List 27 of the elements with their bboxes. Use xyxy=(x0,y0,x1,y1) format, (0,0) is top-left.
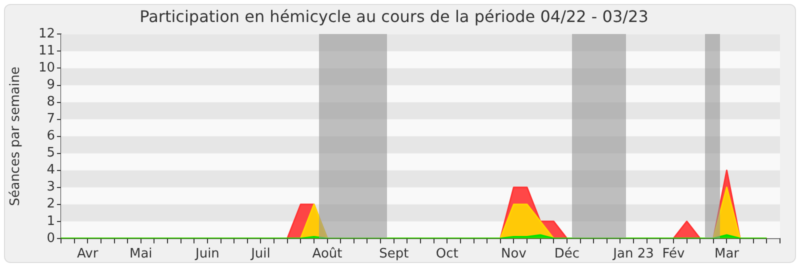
x-tick-label: Juin xyxy=(194,246,220,262)
y-tick-label: 11 xyxy=(38,44,55,59)
y-tick-label: 2 xyxy=(46,196,55,212)
y-tick-label: 3 xyxy=(46,180,55,195)
x-tick-label: Nov xyxy=(501,246,527,262)
y-tick-label: 7 xyxy=(46,112,55,127)
x-tick-label: Avr xyxy=(77,246,99,262)
x-tick-label: Fév xyxy=(662,246,686,262)
y-tick-label: 5 xyxy=(46,146,55,161)
y-axis-title: Séances par semaine xyxy=(8,66,24,206)
x-tick-label: Mai xyxy=(129,246,152,262)
chart-title: Participation en hémicycle au cours de la période 04/22 - 03/23 xyxy=(140,6,648,26)
x-tick-label: Oct xyxy=(436,246,458,262)
x-tick-label: Déc xyxy=(554,246,580,262)
x-tick-label: Sept xyxy=(379,246,409,262)
y-tick-label: 0 xyxy=(46,230,55,246)
x-tick-label: Mar xyxy=(714,246,740,262)
x-tick-label: Août xyxy=(312,246,342,262)
y-tick-label: 10 xyxy=(38,60,55,76)
y-tick-label: 8 xyxy=(46,94,55,110)
y-tick-label: 12 xyxy=(38,26,55,42)
y-tick-label: 1 xyxy=(46,214,55,229)
y-tick-label: 9 xyxy=(46,78,55,93)
x-tick-label: Juil xyxy=(250,246,270,262)
y-tick-label: 4 xyxy=(46,162,55,178)
x-tick-label: Jan 23 xyxy=(612,246,654,262)
y-tick-label: 6 xyxy=(46,128,55,144)
